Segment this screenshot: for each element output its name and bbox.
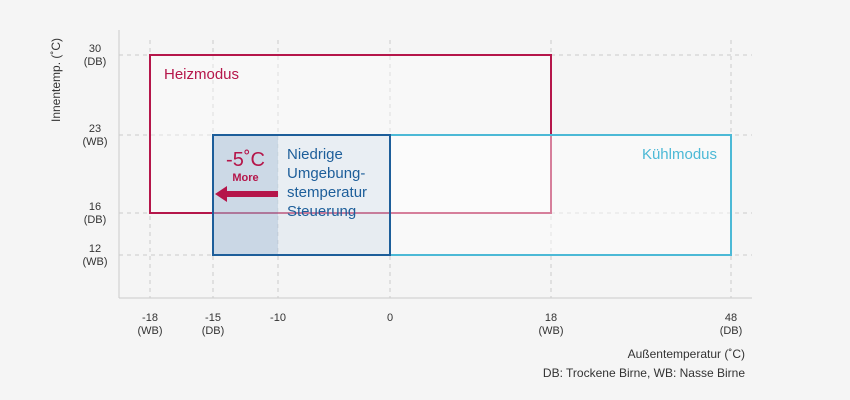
- x-tick-label: -10: [270, 312, 286, 324]
- y-tick-label: 30 (DB): [83, 43, 107, 68]
- y-tick-label: 23 (WB): [82, 123, 108, 148]
- x-tick-label: 18 (WB): [538, 312, 564, 337]
- y-tick-label: 16 (DB): [83, 201, 107, 226]
- x-tick-label: 48 (DB): [719, 312, 743, 337]
- region-label: Heizmodus: [164, 66, 240, 83]
- footnote: DB: Trockene Birne, WB: Nasse Birne: [542, 366, 745, 380]
- x-axis-title: Außentemperatur (˚C): [627, 347, 745, 361]
- y-axis-title: Innentemp. (˚C): [49, 37, 63, 123]
- range-box: [212, 134, 732, 256]
- x-tick-label: 0: [386, 312, 394, 324]
- arrow-head: [215, 186, 227, 202]
- annotation: -5˚C: [226, 149, 265, 171]
- x-tick-label: -15 (DB): [201, 312, 225, 337]
- y-tick-label: 12 (WB): [82, 243, 108, 268]
- annotation-sub: More: [232, 172, 259, 184]
- x-tick-label: -18 (WB): [137, 312, 163, 337]
- region-label: Kühlmodus: [641, 146, 717, 163]
- region-label: Niedrige Umgebung- stemperatur Steuerung: [287, 146, 368, 220]
